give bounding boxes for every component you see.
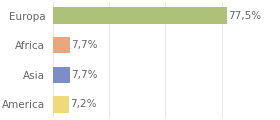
Bar [53, 96, 69, 113]
Text: 7,7%: 7,7% [71, 70, 98, 80]
Bar [53, 67, 70, 83]
Text: 77,5%: 77,5% [228, 11, 262, 21]
Text: 7,2%: 7,2% [70, 99, 97, 109]
Bar [53, 7, 227, 24]
Bar [53, 37, 70, 53]
Text: 7,7%: 7,7% [71, 40, 98, 50]
